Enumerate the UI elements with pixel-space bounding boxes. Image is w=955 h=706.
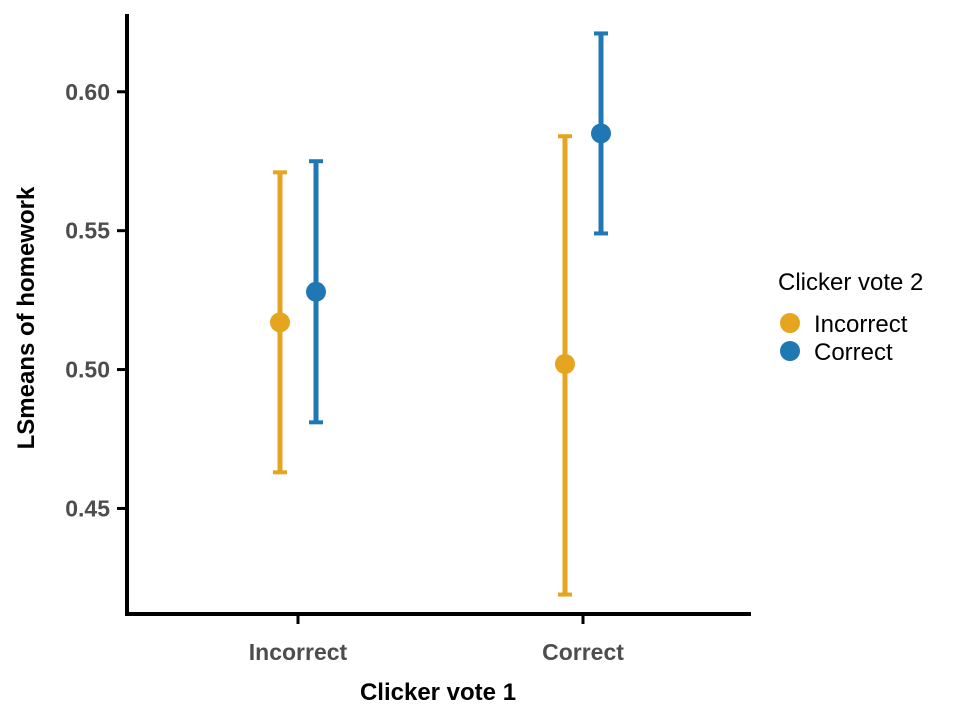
y-axis-title: LSmeans of homework [13, 186, 40, 449]
data-point [306, 281, 326, 302]
error-bar-group [306, 159, 326, 425]
x-tick-label: Incorrect [249, 639, 348, 665]
y-tick-label: 0.55 [65, 218, 110, 244]
legend-label: Incorrect [814, 311, 908, 338]
data-point [591, 123, 611, 144]
legend-marker [780, 341, 800, 361]
error-bar-group [591, 31, 611, 236]
error-bar-group [270, 170, 290, 475]
error-bar-group [555, 134, 575, 597]
x-axis-title: Clicker vote 1 [360, 679, 516, 706]
legend-marker [780, 313, 800, 333]
y-tick-label: 0.60 [65, 79, 110, 105]
y-tick-label: 0.45 [65, 495, 110, 521]
y-axis-ticks: 0.45 0.50 0.55 0.60 [65, 79, 127, 521]
legend-title: Clicker vote 2 [778, 269, 923, 296]
y-tick-label: 0.50 [65, 357, 110, 383]
data-point [555, 354, 575, 374]
data-point [270, 312, 290, 333]
x-axis-ticks: Incorrect Correct [249, 614, 624, 665]
x-tick-label: Correct [542, 639, 624, 665]
legend-label: Correct [814, 339, 893, 366]
plot-area [270, 31, 611, 597]
